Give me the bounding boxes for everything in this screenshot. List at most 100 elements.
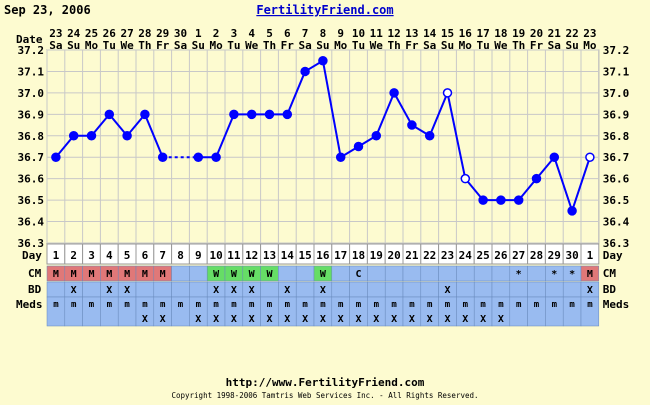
day-number: 16 [316,249,330,262]
temp-point [68,131,79,141]
bd-cell [402,281,422,298]
cm-value: W [231,269,238,280]
day-number: 8 [177,249,184,262]
bd-value: X [106,285,112,296]
temp-point [282,109,293,120]
weekday-label: Mo [334,39,348,52]
date-label: 5 [266,27,273,40]
meds-value: m [107,300,113,310]
meds-value: m [71,300,77,310]
temp-line-segment [553,156,574,212]
meds-value: m [516,300,522,310]
cm-value: M [53,269,59,280]
temp-point [104,109,115,120]
weekday-label: We [370,39,384,52]
date-row-label: Date [16,33,43,46]
weekday-label: Th [138,39,151,52]
temp-point [86,131,97,141]
meds-x-value: X [320,314,326,325]
bd-cell [349,281,368,298]
weekday-label: We [494,39,508,52]
day-number: 9 [195,249,202,262]
cm-cell [527,265,546,282]
meds-value: m [498,300,504,310]
temp-point [460,173,471,184]
bd-cell [545,281,564,298]
cm-cell [580,265,600,282]
date-label: 6 [284,27,291,40]
bd-value: X [284,285,290,296]
weekday-label: We [245,39,259,52]
date-label: 26 [103,27,117,40]
bd-cell [46,281,66,298]
temp-point [51,152,61,162]
date-label: 1 [195,27,202,40]
temp-point [371,131,382,141]
bd-cell [295,281,315,298]
weekday-label: Mo [583,39,597,52]
meds-x-value: X [160,314,166,325]
y-tick-label-right: 37.2 [603,44,630,57]
date-label: 7 [302,27,309,40]
bd-cell [384,281,404,298]
meds-x-value: X [142,314,148,325]
meds-value: m [445,300,451,310]
bd-cell [135,281,155,298]
day-number: 22 [423,249,436,262]
day-number: 20 [387,249,400,262]
weekday-label: Th [512,39,525,52]
date-label: 13 [405,27,418,40]
meds-value: m [124,300,130,310]
meds-value: m [231,300,237,310]
meds-value: m [374,300,380,310]
bd-cell [171,281,190,298]
weekday-label: Tu [227,39,240,52]
meds-value: m [338,300,344,310]
cm-value: * [516,269,522,280]
bd-value: X [320,285,326,296]
cm-cell [171,265,190,282]
y-tick-label-left: 36.8 [18,130,45,143]
temp-point [264,109,275,120]
y-tick-label-left: 36.7 [18,151,45,164]
meds-cell [580,296,600,327]
meds-x-value: X [249,314,255,325]
meds-x-value: X [284,314,290,325]
bd-value: X [213,285,219,296]
date-label: 11 [370,27,384,40]
date-label: 3 [231,27,238,40]
meds-x-value: X [462,314,468,325]
day-number: 19 [370,249,383,262]
cm-cell [278,265,297,282]
bd-cell [153,281,172,298]
plot-area [46,49,600,244]
temp-point [567,206,577,216]
bd-value: X [587,285,593,296]
cm-value: M [124,269,130,280]
bd-value: X [444,285,450,296]
weekday-label: Mo [459,39,473,52]
meds-row-label: Meds [16,298,43,311]
weekday-label: Su [565,39,578,52]
temp-line-segment [286,71,307,115]
bd-cell [491,281,511,298]
footer-copyright: Copyright 1998-2006 Tamtris Web Services… [171,391,478,400]
bd-cell [473,281,493,298]
temp-point [140,109,150,120]
y-tick-label-left: 37.0 [18,87,45,100]
cm-value: M [106,269,112,280]
weekday-label: We [120,39,134,52]
cm-value: * [569,269,575,280]
date-label: 18 [494,27,507,40]
date-label: 28 [138,27,151,40]
weekday-label: Fr [530,39,544,52]
weekday-label: Mo [85,39,99,52]
date-label: 27 [120,27,133,40]
y-tick-label-right: 36.6 [603,173,630,186]
y-tick-label-right: 36.4 [603,216,630,229]
cm-cell [473,265,493,282]
temp-line-segment [571,156,591,212]
day-number: 6 [142,249,149,262]
date-label: 30 [174,27,187,40]
